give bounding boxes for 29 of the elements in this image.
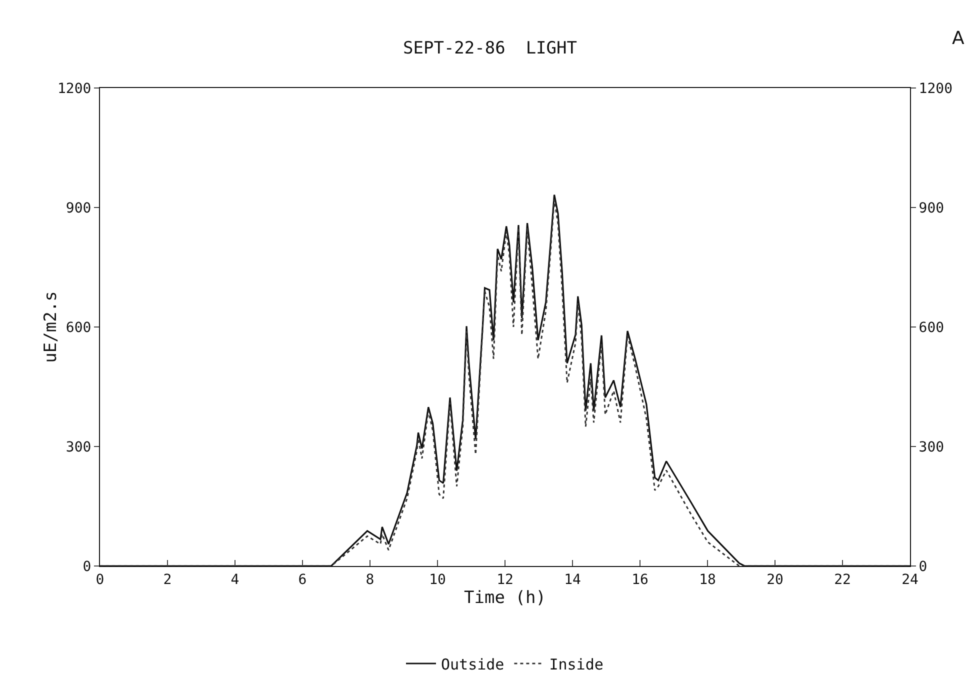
x-tick-label: 10 bbox=[429, 572, 446, 588]
y-tick-label: 0 bbox=[82, 558, 92, 575]
x-tick-label: 20 bbox=[766, 572, 784, 588]
y2-tick-label: 600 bbox=[918, 320, 944, 336]
x-axis-title: Time (h) bbox=[464, 588, 546, 608]
x-tick-label: 14 bbox=[564, 572, 581, 588]
x-tick-label: 0 bbox=[96, 572, 104, 588]
x-tick-label: 2 bbox=[163, 572, 172, 588]
y2-tick-label: 300 bbox=[918, 439, 944, 456]
x-tick-label: 22 bbox=[834, 572, 851, 588]
y-tick-label: 1200 bbox=[57, 80, 92, 97]
x-tick-label: 8 bbox=[366, 572, 374, 588]
y-tick-label: 900 bbox=[66, 200, 92, 216]
y2-tick-label: 0 bbox=[918, 558, 928, 575]
x-tick-label: 18 bbox=[699, 572, 716, 588]
x-tick-label: 4 bbox=[230, 572, 240, 588]
legend-label: Inside bbox=[549, 655, 604, 674]
x-tick-label: 16 bbox=[632, 572, 648, 588]
y2-tick-label: 1200 bbox=[918, 80, 953, 97]
y-tick-label: 600 bbox=[66, 320, 92, 336]
legend-label: Outside bbox=[441, 655, 504, 674]
y2-tick-label: 900 bbox=[918, 200, 944, 216]
y-tick-label: 300 bbox=[66, 439, 92, 456]
x-tick-label: 24 bbox=[902, 572, 918, 588]
y-axis-title: uE/m2.s bbox=[41, 291, 61, 363]
text: A bbox=[952, 28, 965, 49]
x-tick-label: 6 bbox=[298, 572, 307, 588]
chart-title: SEPT-22-86 LIGHT bbox=[403, 38, 577, 58]
x-tick-label: 12 bbox=[496, 572, 514, 588]
